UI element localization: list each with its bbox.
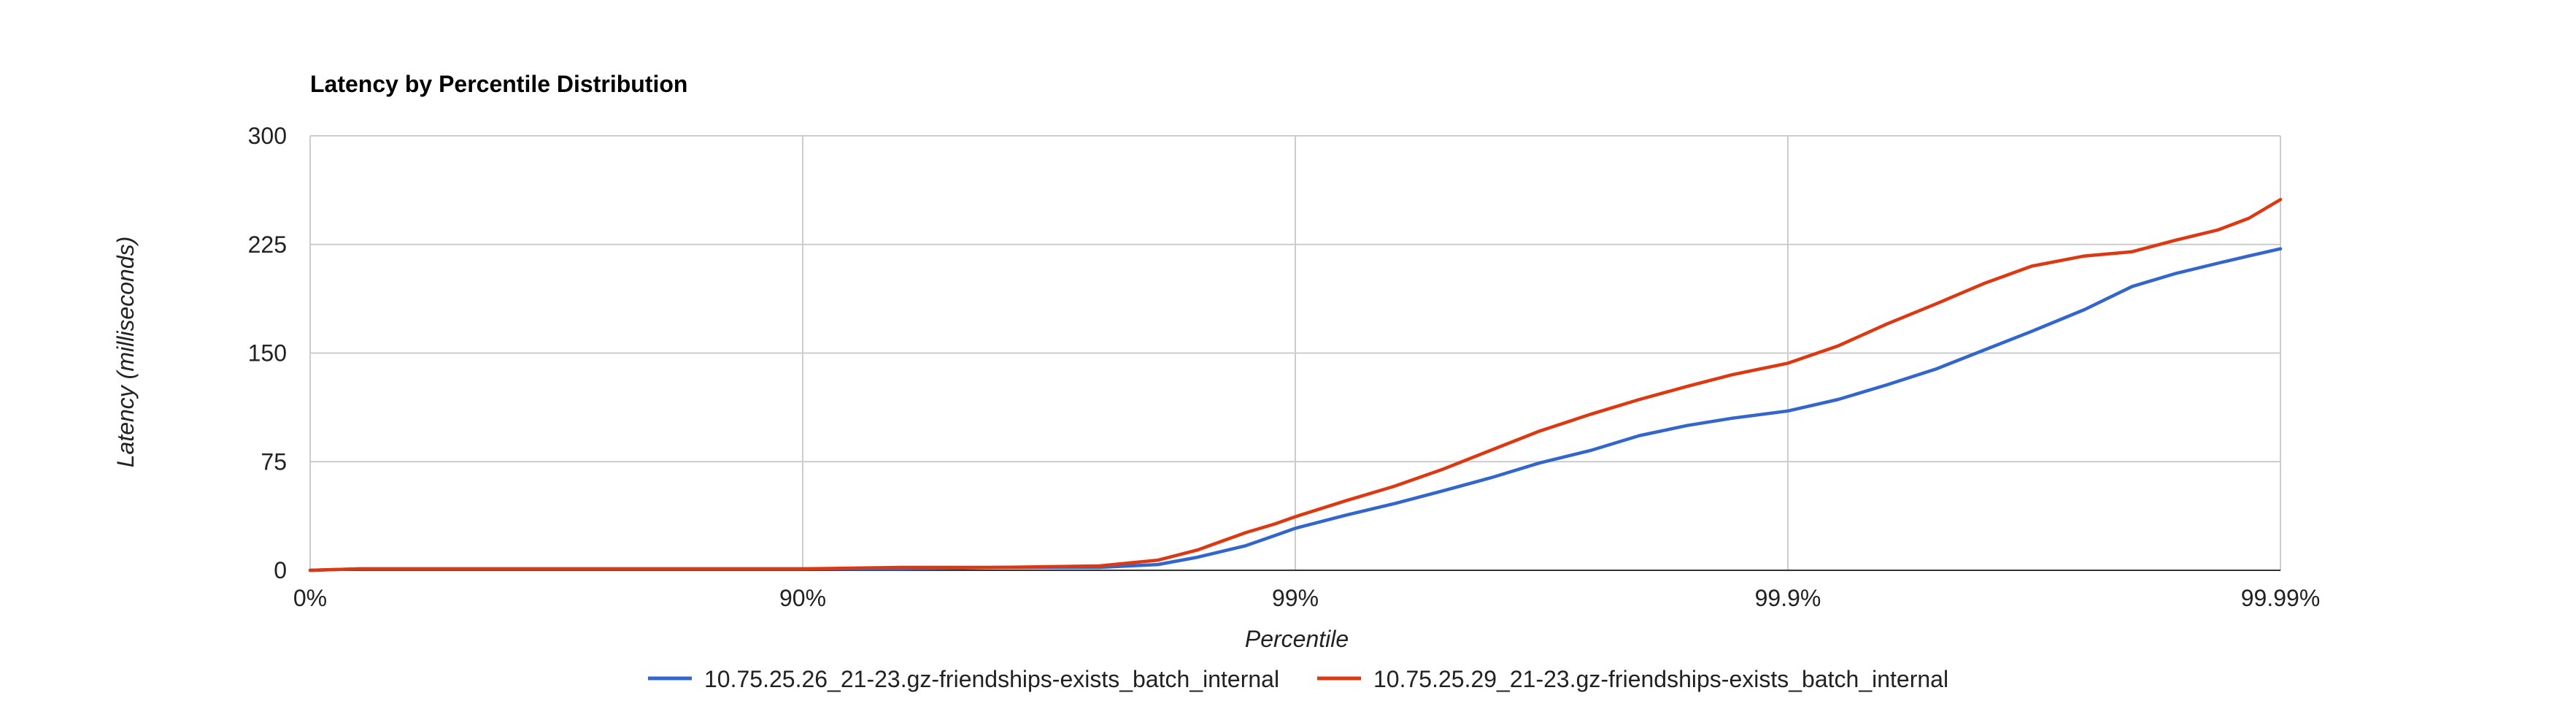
chart-title: Latency by Percentile Distribution [310,71,687,97]
x-axis-ticks: 0% 90% 99% 99.9% 99.99% [293,585,2320,611]
x-axis-title: Percentile [1245,626,1349,652]
x-tick-label: 99% [1272,585,1319,611]
series-layer [308,198,2283,572]
legend-label-series-1: 10.75.25.26_21-23.gz-friendships-exists_… [704,666,1279,692]
y-tick-label: 300 [248,123,287,149]
x-tick-label: 99.9% [1755,585,1821,611]
legend-item-series-1[interactable]: 10.75.25.26_21-23.gz-friendships-exists_… [648,666,1279,692]
y-tick-label: 75 [261,448,287,475]
x-tick-label: 99.99% [2241,585,2321,611]
grid-layer [309,135,2281,571]
y-tick-label: 225 [248,231,287,258]
x-tick-label: 0% [293,585,327,611]
legend: 10.75.25.26_21-23.gz-friendships-exists_… [648,666,1948,692]
series-line-2[interactable] [308,198,2283,572]
y-tick-label: 150 [248,340,287,367]
x-tick-label: 90% [779,585,826,611]
y-axis-ticks: 0 75 150 225 300 [248,123,287,583]
legend-label-series-2: 10.75.25.29_21-23.gz-friendships-exists_… [1373,666,1948,692]
legend-item-series-2[interactable]: 10.75.25.29_21-23.gz-friendships-exists_… [1317,666,1948,692]
y-tick-label: 0 [274,557,287,583]
y-axis-title: Latency (milliseconds) [112,237,139,468]
